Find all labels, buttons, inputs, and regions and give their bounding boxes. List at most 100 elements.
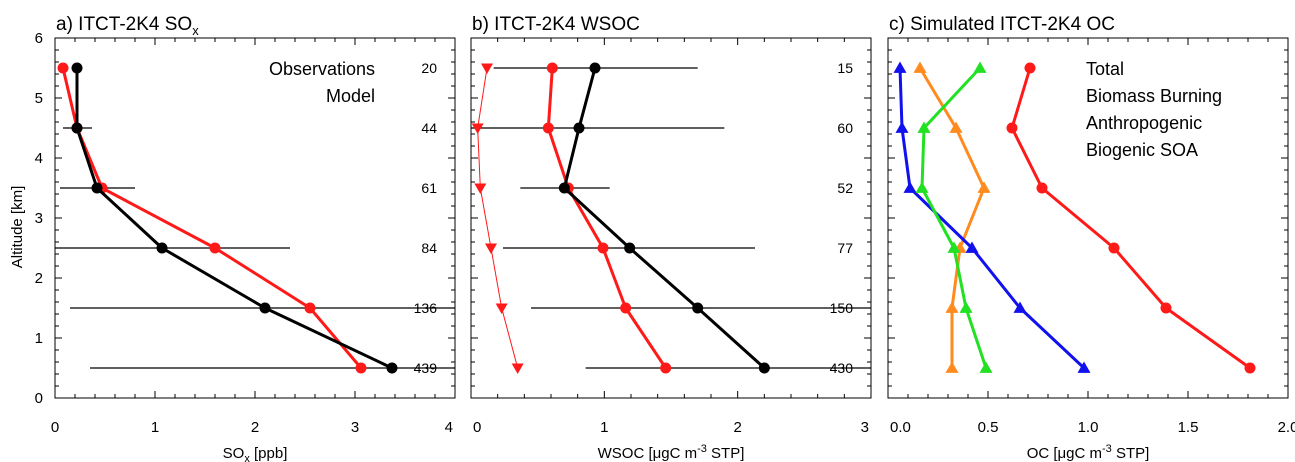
data-point — [71, 62, 83, 74]
panel-b-wsoc: 0 1 2 3 b) ITCT-2K4 WSOC WSOC [μgC m-3 STP] 15… — [470, 14, 872, 462]
data-point — [1244, 362, 1256, 374]
x-axis-label: SOx [ppb] — [223, 445, 288, 462]
series-line — [920, 66, 988, 369]
data-point — [558, 182, 570, 194]
data-point — [597, 242, 609, 254]
data-point — [304, 302, 316, 314]
data-point — [259, 302, 271, 314]
data-point — [1036, 182, 1048, 194]
data-point — [485, 243, 497, 254]
plot-frame — [54, 37, 456, 399]
count-label: 77 — [837, 240, 853, 256]
data-point — [979, 361, 993, 373]
series-line — [546, 67, 667, 369]
data-point — [973, 61, 987, 73]
x-tick-label: 0.5 — [978, 419, 999, 436]
x-tick-label: 2 — [251, 419, 259, 436]
x-label-rest: [ppb] — [250, 445, 288, 462]
legend-entry: Observations — [269, 59, 375, 79]
data-point — [355, 362, 367, 374]
series-line — [1010, 67, 1251, 370]
panel-title: b) ITCT-2K4 WSOC — [472, 14, 640, 35]
data-point — [495, 303, 508, 314]
data-point — [209, 242, 221, 254]
data-point — [949, 121, 963, 133]
data-point — [1024, 62, 1036, 74]
count-label: 136 — [414, 300, 438, 316]
data-point — [1108, 242, 1120, 254]
count-label: 20 — [421, 60, 437, 76]
panel-title: c) Simulated ITCT-2K4 OC — [889, 14, 1115, 35]
y-tick-label: 2 — [35, 270, 43, 287]
count-label: 44 — [421, 120, 437, 136]
count-label: 61 — [421, 180, 437, 196]
x-axis-label: WSOC [μgC m-3 STP] — [598, 443, 745, 462]
x-tick-label: 0 — [51, 419, 59, 436]
x-tick-label: 2 — [733, 419, 741, 436]
plot-frame — [470, 37, 872, 399]
data-point — [156, 242, 168, 254]
count-label: 15 — [837, 60, 853, 76]
count-label: 60 — [837, 120, 853, 136]
data-point — [542, 122, 554, 134]
x-label-subscript: x — [244, 453, 250, 462]
count-label: 439 — [414, 360, 438, 376]
data-point — [620, 302, 632, 314]
y-axis-label: Altitude [km] — [9, 186, 26, 269]
data-point — [660, 362, 672, 374]
x-tick-label: 3 — [351, 419, 359, 436]
data-point — [945, 361, 959, 373]
legend-entry: Total — [1086, 59, 1124, 79]
panel-a-so2: 0 1 2 3 4 0 1 2 3 4 5 6 a) ITCT-2K4 SOx SOx [ppb] 20 44… — [35, 14, 456, 462]
data-point — [471, 123, 484, 134]
count-label: 84 — [421, 240, 437, 256]
data-point — [1160, 302, 1172, 314]
count-label: 52 — [837, 180, 853, 196]
legend-entry: Biomass Burning — [1086, 86, 1222, 106]
data-point — [386, 362, 398, 374]
x-label-superscript: -3 — [1102, 443, 1112, 455]
x-tick-label: 0 — [473, 419, 481, 436]
y-tick-label: 4 — [35, 150, 43, 167]
x-tick-label: 4 — [445, 419, 453, 436]
x-label-superscript: -3 — [697, 443, 707, 455]
data-point — [511, 363, 524, 374]
data-point — [1006, 122, 1018, 134]
data-point — [692, 302, 704, 314]
data-point — [917, 121, 931, 133]
series-line — [918, 67, 986, 368]
data-point — [758, 362, 770, 374]
data-point — [903, 181, 917, 193]
legend-entry: Biogenic SOA — [1086, 140, 1198, 160]
count-label: 430 — [830, 360, 854, 376]
x-tick-label: 3 — [861, 419, 869, 436]
data-point — [893, 61, 907, 73]
panel-c-oc: 0.0 0.5 1.0 1.5 2.0 c) Simulated ITCT-2K4 OC O… — [887, 14, 1295, 462]
series-line — [61, 67, 363, 369]
data-point — [573, 122, 585, 134]
count-label: 150 — [830, 300, 854, 316]
data-point — [959, 301, 973, 313]
series-line — [477, 67, 519, 369]
data-point — [474, 183, 487, 194]
data-point — [57, 62, 69, 74]
data-point — [965, 241, 979, 253]
data-point — [589, 62, 601, 74]
x-tick-label: 1.0 — [1078, 419, 1099, 436]
series-line — [562, 67, 766, 370]
panel-title: a) ITCT-2K4 SOx — [56, 14, 199, 38]
data-point — [71, 122, 83, 134]
x-axis-label: OC [μgC m-3 STP] — [1027, 443, 1150, 462]
y-tick-label: 0 — [35, 390, 43, 407]
x-tick-label: 1 — [600, 419, 608, 436]
series-line — [898, 67, 1086, 370]
data-point — [947, 241, 961, 253]
y-tick-label: 3 — [35, 210, 43, 227]
x-tick-label: 2.0 — [1278, 419, 1295, 436]
y-tick-label: 5 — [35, 90, 43, 107]
data-point — [895, 121, 909, 133]
x-tick-label: 0.0 — [890, 419, 911, 436]
legend-entry: Model — [326, 86, 375, 106]
title-subscript: x — [192, 23, 199, 38]
